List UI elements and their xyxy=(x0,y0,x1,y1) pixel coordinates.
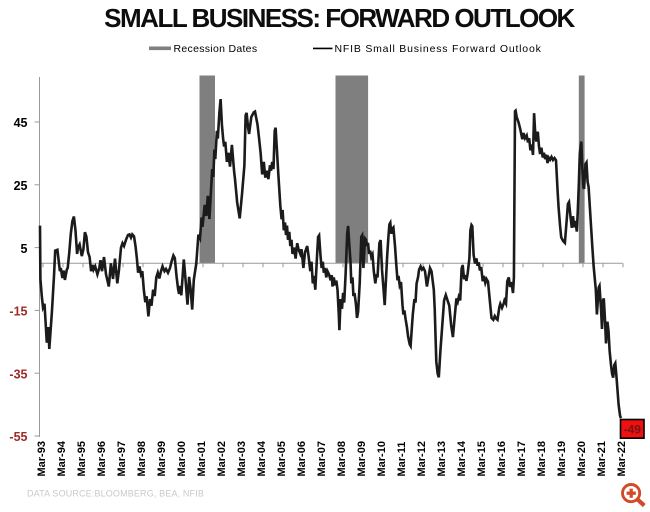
svg-text:5: 5 xyxy=(21,242,28,256)
svg-text:Mar-12: Mar-12 xyxy=(416,441,428,476)
svg-text:Mar-02: Mar-02 xyxy=(216,441,228,476)
svg-text:Mar-09: Mar-09 xyxy=(356,441,368,476)
svg-text:Mar-18: Mar-18 xyxy=(536,441,548,476)
svg-text:Mar-10: Mar-10 xyxy=(376,441,388,476)
svg-text:Mar-93: Mar-93 xyxy=(36,441,48,476)
svg-text:-15: -15 xyxy=(9,305,27,319)
svg-text:Mar-14: Mar-14 xyxy=(456,440,468,476)
svg-text:Mar-97: Mar-97 xyxy=(116,441,128,476)
svg-text:Mar-07: Mar-07 xyxy=(316,441,328,476)
svg-text:Mar-99: Mar-99 xyxy=(156,441,168,476)
svg-text:Mar-94: Mar-94 xyxy=(56,440,68,476)
svg-text:Mar-06: Mar-06 xyxy=(296,441,308,476)
svg-text:Mar-00: Mar-00 xyxy=(176,441,188,476)
svg-text:Recession Dates: Recession Dates xyxy=(174,43,258,55)
svg-text:Mar-20: Mar-20 xyxy=(576,441,588,476)
svg-text:NFIB Small Business Forward Ou: NFIB Small Business Forward Outlook xyxy=(335,43,542,55)
svg-text:Mar-19: Mar-19 xyxy=(556,441,568,476)
svg-text:Mar-21: Mar-21 xyxy=(596,441,608,476)
svg-text:-35: -35 xyxy=(9,367,27,381)
svg-text:Mar-04: Mar-04 xyxy=(256,440,268,476)
svg-text:Mar-16: Mar-16 xyxy=(496,441,508,476)
svg-text:Mar-08: Mar-08 xyxy=(336,441,348,476)
svg-text:-55: -55 xyxy=(9,430,27,444)
svg-text:Mar-95: Mar-95 xyxy=(76,441,88,476)
svg-text:Mar-01: Mar-01 xyxy=(196,441,208,476)
svg-text:SMALL BUSINESS: FORWARD OUTLOO: SMALL BUSINESS: FORWARD OUTLOOK xyxy=(104,3,575,33)
svg-text:DATA SOURCE:BLOOMBERG, BEA, NF: DATA SOURCE:BLOOMBERG, BEA, NFIB xyxy=(27,489,204,499)
svg-text:Mar-05: Mar-05 xyxy=(276,441,288,476)
svg-text:-49: -49 xyxy=(624,423,642,437)
svg-text:Mar-98: Mar-98 xyxy=(136,441,148,476)
svg-text:Mar-03: Mar-03 xyxy=(236,441,248,476)
svg-text:Mar-13: Mar-13 xyxy=(436,441,448,476)
svg-text:Mar-17: Mar-17 xyxy=(516,441,528,476)
svg-text:45: 45 xyxy=(14,116,28,130)
svg-text:Mar-11: Mar-11 xyxy=(396,442,408,477)
svg-text:Mar-22: Mar-22 xyxy=(616,441,628,476)
svg-text:Mar-15: Mar-15 xyxy=(476,441,488,476)
svg-text:Mar-96: Mar-96 xyxy=(96,441,108,476)
svg-text:25: 25 xyxy=(14,179,28,193)
